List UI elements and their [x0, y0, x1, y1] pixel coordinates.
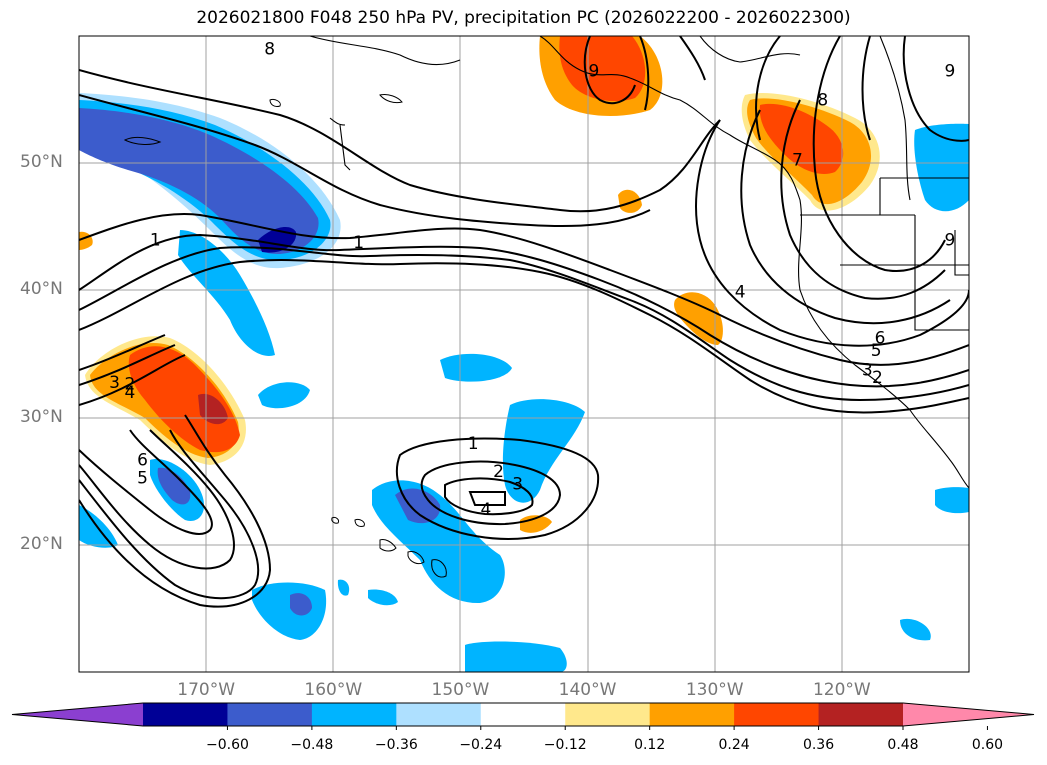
shade-region	[368, 589, 398, 606]
shade-region	[559, 36, 646, 102]
contour-label: 8	[264, 40, 275, 60]
map-title: 2026021800 F048 250 hPa PV, precipitatio…	[196, 8, 851, 28]
lat-tick-label: 40°N	[20, 279, 63, 300]
shade-region	[900, 618, 931, 641]
colorbar-tick-label: 0.12	[634, 737, 666, 753]
shade-region	[759, 103, 844, 175]
colorbar-segment	[311, 703, 397, 726]
contour-label: 5	[871, 341, 882, 361]
contour-label: 9	[589, 61, 600, 81]
colorbar-tick-label: 0.24	[718, 737, 750, 753]
contour-label: 1	[353, 233, 364, 253]
colorbar-outline	[11, 702, 1035, 727]
contour-label: 6	[137, 451, 148, 471]
islands	[123, 94, 447, 578]
contour-label: 1	[150, 231, 161, 251]
colorbar-segment	[143, 703, 228, 726]
contour-label: 3	[862, 360, 873, 380]
contour-label: 3	[512, 475, 523, 495]
contour-label: 4	[735, 283, 746, 303]
colorbar-tick-label: 0.36	[802, 737, 835, 753]
colorbar-segment	[480, 703, 566, 726]
contour-label: 4	[480, 500, 491, 520]
colorbar-tick-label: 0.60	[971, 737, 1004, 753]
shade-region	[258, 382, 310, 409]
shade-region	[674, 292, 723, 345]
shade-region	[618, 189, 642, 213]
colorbar-tick-label: 0.48	[887, 737, 919, 753]
contour-label: 3	[109, 373, 120, 393]
shade-region	[440, 353, 512, 382]
contour-label: 9	[945, 231, 956, 251]
shade-region	[157, 467, 191, 505]
lon-tick-label: 150°W	[431, 680, 490, 700]
shade-region	[128, 346, 240, 453]
contour-label: 2	[872, 368, 883, 388]
contour-label: 5	[137, 468, 148, 488]
contour-label: 6	[875, 328, 886, 348]
colorbar-tick-label: −0.48	[290, 737, 334, 753]
colorbar-tick-label: −0.60	[205, 737, 249, 753]
map-frame	[78, 35, 970, 673]
contour-label: 2	[124, 374, 135, 394]
colorbar-segment	[227, 703, 313, 726]
shade-region	[290, 593, 312, 616]
contour-label: 8	[817, 91, 828, 111]
contour-label: 1	[468, 434, 479, 454]
lat-tick-label: 50°N	[20, 152, 63, 173]
colorbar-extend-max	[903, 703, 1034, 726]
lon-tick-label: 170°W	[177, 680, 236, 700]
contour-label: 4	[124, 383, 135, 403]
colorbar-tick-label: −0.24	[459, 737, 503, 753]
colorbar	[11, 702, 1035, 730]
pv-contours	[79, 36, 969, 608]
coastlines	[309, 36, 969, 489]
lat-tick-label: 20°N	[20, 533, 63, 554]
shade-region	[395, 488, 441, 524]
shade-region	[935, 487, 969, 514]
shade-region	[914, 123, 969, 212]
lon-tick-label: 120°W	[812, 680, 871, 700]
colorbar-tick-label: −0.12	[543, 737, 587, 753]
lon-tick-label: 160°W	[304, 680, 363, 700]
lon-tick-label: 140°W	[558, 680, 617, 700]
colorbar-segment	[734, 703, 820, 726]
contour-label: 9	[945, 61, 956, 81]
graticule	[79, 36, 969, 672]
lat-tick-label: 30°N	[20, 406, 63, 427]
shade-region	[465, 641, 567, 672]
lon-tick-label: 130°W	[685, 680, 744, 700]
colorbar-segment	[396, 703, 482, 726]
colorbar-segment	[565, 703, 651, 726]
negative-precip-anomaly-areas	[79, 93, 969, 672]
contour-label: 2	[493, 462, 504, 482]
colorbar-tick-label: −0.36	[374, 737, 418, 753]
shade-region	[178, 230, 275, 356]
shade-region	[502, 399, 585, 503]
shade-region	[337, 579, 350, 596]
colorbar-extend-min	[12, 703, 143, 726]
contour-label: 7	[792, 150, 803, 170]
colorbar-segment	[818, 703, 904, 726]
colorbar-segment	[649, 703, 735, 726]
